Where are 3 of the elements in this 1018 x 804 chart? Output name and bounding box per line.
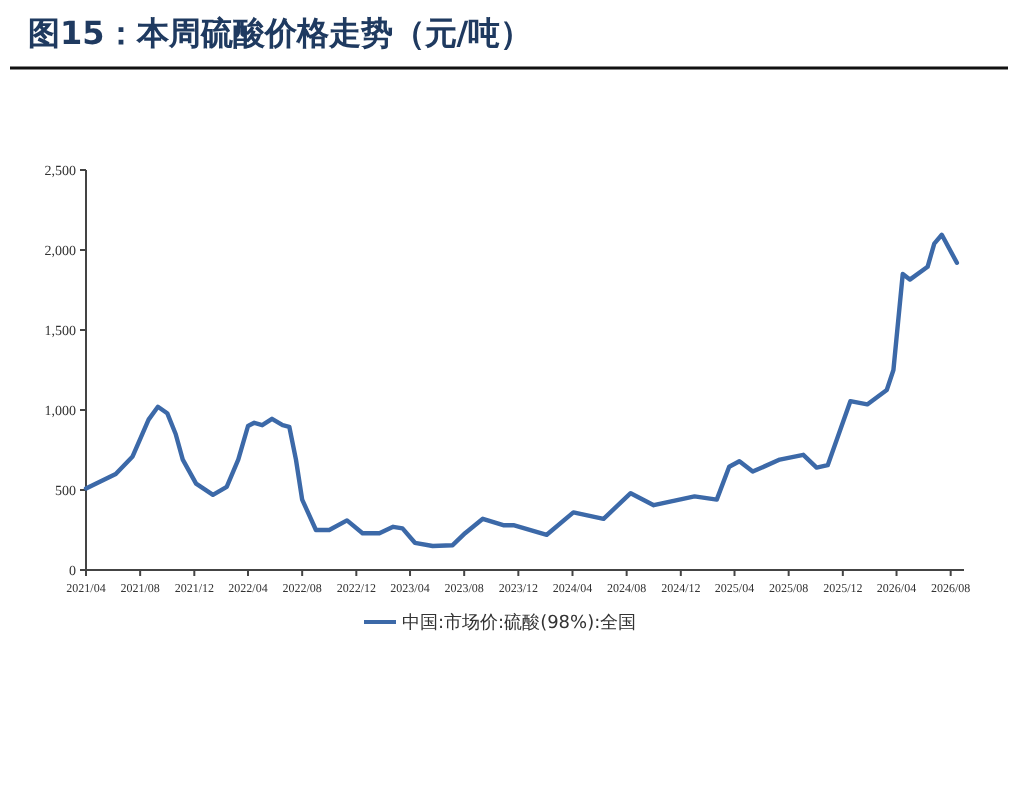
line-series	[83, 232, 960, 549]
legend-label: 中国:市场价:硫酸(98%):全国	[402, 612, 637, 635]
chart-title: 图15：本周硫酸价格走势（元/吨）	[28, 14, 533, 52]
